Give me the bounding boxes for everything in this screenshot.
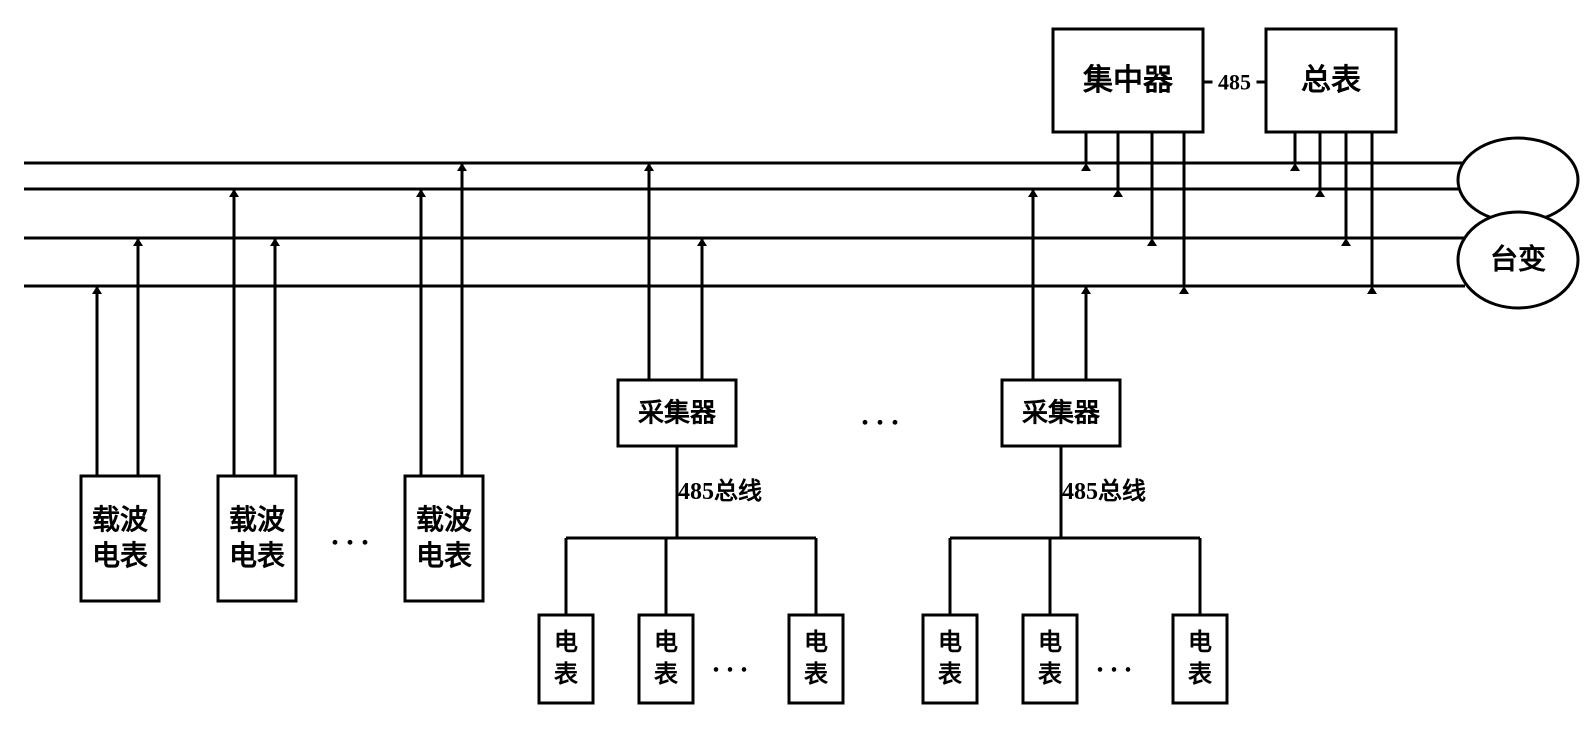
svg-text:电: 电: [1188, 629, 1212, 656]
svg-text:电: 电: [804, 629, 828, 656]
svg-text:电: 电: [654, 629, 678, 656]
svg-text:电: 电: [938, 629, 962, 656]
svg-text:485总线: 485总线: [1062, 477, 1146, 505]
carrier-meter-box: [405, 476, 483, 601]
svg-text:载波: 载波: [416, 504, 473, 536]
svg-text:表: 表: [1188, 661, 1213, 688]
svg-text:电表: 电表: [92, 540, 148, 572]
ellipsis: . . .: [331, 519, 369, 552]
svg-text:485: 485: [1218, 70, 1251, 95]
svg-text:台变: 台变: [1490, 243, 1546, 276]
ellipsis: . . .: [713, 648, 748, 679]
svg-text:表: 表: [938, 661, 963, 688]
svg-text:采集器: 采集器: [638, 398, 717, 428]
svg-text:电: 电: [554, 629, 578, 656]
transformer: 台变: [1458, 138, 1578, 308]
bus-lines: [24, 163, 1465, 286]
ellipsis: . . .: [861, 399, 899, 432]
svg-text:电: 电: [1038, 629, 1062, 656]
meter-box: [1173, 615, 1227, 703]
svg-text:表: 表: [804, 661, 829, 688]
ellipsis: . . .: [1097, 648, 1132, 679]
meter-box: [1023, 615, 1077, 703]
svg-text:集中器: 集中器: [1082, 64, 1174, 97]
svg-text:总表: 总表: [1301, 64, 1361, 97]
carrier-meter-box: [81, 476, 159, 601]
svg-text:485总线: 485总线: [678, 477, 762, 505]
svg-text:采集器: 采集器: [1022, 398, 1101, 428]
svg-text:表: 表: [1038, 661, 1063, 688]
carrier-meters: 载波电表 载波电表 载波电表 . . .: [81, 163, 483, 601]
svg-text:电表: 电表: [229, 540, 285, 572]
meter-box: [923, 615, 977, 703]
meter-box: [639, 615, 693, 703]
svg-text:表: 表: [554, 661, 579, 688]
meter-box: [539, 615, 593, 703]
svg-text:载波: 载波: [92, 504, 149, 536]
carrier-meter-box: [218, 476, 296, 601]
collectors: 采集器485总线电表电表电表. . .采集器485总线电表电表电表. . .. …: [539, 163, 1227, 703]
svg-text:表: 表: [654, 661, 679, 688]
svg-text:载波: 载波: [229, 504, 286, 536]
meter-box: [789, 615, 843, 703]
svg-text:电表: 电表: [416, 540, 472, 572]
